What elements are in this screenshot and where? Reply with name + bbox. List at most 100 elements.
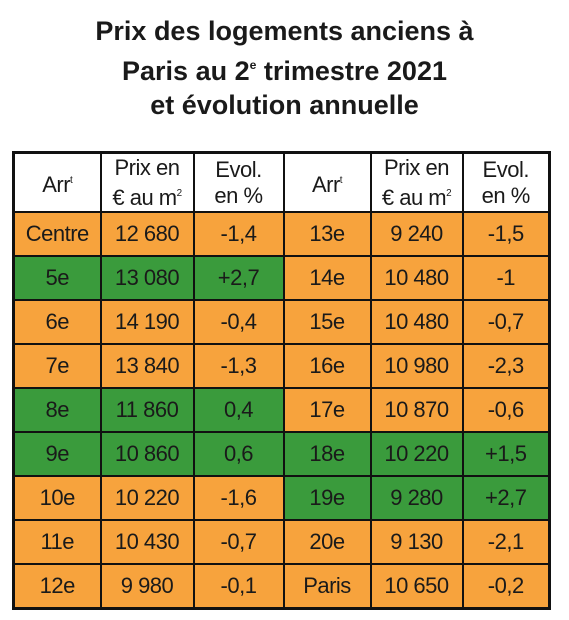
header-text: € au m — [381, 184, 447, 210]
cell: 15e — [282, 299, 372, 345]
cell: +1,5 — [461, 431, 551, 477]
cell: 20e — [282, 519, 372, 565]
row: 6e 14 190 -0,4 15e 10 480 -0,7 — [12, 299, 551, 345]
header-line: € au m2 — [102, 181, 193, 211]
price-table: Arrt Prix en € au m2 Evol. en % Arrt Prix en € … — [12, 151, 551, 610]
cell: -1,4 — [192, 211, 285, 257]
header-line: Evol. — [464, 157, 549, 183]
header-line: Prix en — [372, 155, 462, 181]
header-line: en % — [195, 183, 283, 209]
header-text: en % — [214, 182, 263, 208]
cell: 10 220 — [369, 431, 464, 477]
cell: 10 980 — [369, 343, 464, 389]
title-text: et évolution annuelle — [150, 89, 419, 120]
cell: 10 430 — [99, 519, 195, 565]
cell: 5e — [12, 255, 102, 301]
superscript: t — [70, 174, 73, 186]
header-text: Prix en — [384, 154, 449, 180]
row: Centre 12 680 -1,4 13e 9 240 -1,5 — [12, 211, 551, 257]
cell: 19e — [282, 475, 372, 521]
header-cell: Arrt — [12, 151, 102, 213]
cell: 10 480 — [369, 255, 464, 301]
header-text: en % — [481, 182, 531, 208]
cell: 9e — [12, 431, 102, 477]
header-text: Arr — [311, 171, 340, 197]
header-text: € au m — [112, 184, 177, 210]
title-text: trimestre 2021 — [256, 55, 447, 86]
cell: 11e — [12, 519, 102, 565]
cell: 14 190 — [99, 299, 195, 345]
cell: Centre — [12, 211, 102, 257]
cell: -0,2 — [461, 563, 551, 610]
title: Prix des logements anciens à Paris au 2e … — [0, 14, 569, 122]
cell: 9 980 — [99, 563, 195, 610]
cell: 8e — [12, 387, 102, 433]
cell: -0,4 — [192, 299, 285, 345]
cell: Paris — [282, 563, 372, 610]
row: 5e 13 080 +2,7 14e 10 480 -1 — [12, 255, 551, 301]
header-line: en % — [464, 183, 549, 209]
row: 11e 10 430 -0,7 20e 9 130 -2,1 — [12, 519, 551, 565]
title-line: Paris au 2e trimestre 2021 — [0, 48, 569, 88]
cell: 14e — [282, 255, 372, 301]
cell: 13 840 — [99, 343, 195, 389]
cell: 10 870 — [369, 387, 464, 433]
cell: 12 680 — [99, 211, 195, 257]
row: 12e 9 980 -0,1 Paris 10 650 -0,2 — [12, 563, 551, 610]
header-text: Evol. — [215, 156, 262, 182]
cell: -1,3 — [192, 343, 285, 389]
cell: -1 — [461, 255, 551, 301]
cell: -0,1 — [192, 563, 285, 610]
cell: -0,7 — [192, 519, 285, 565]
title-text: Prix des logements anciens à — [95, 16, 474, 46]
cell: 0,4 — [192, 387, 285, 433]
header-cell: Arrt — [282, 151, 372, 213]
cell: 7e — [12, 343, 102, 389]
cell: 0,6 — [192, 431, 285, 477]
header-text: Evol. — [482, 156, 530, 182]
header-text: Prix en — [114, 154, 180, 180]
header-cell: Evol. en % — [192, 151, 285, 213]
cell: 10 480 — [369, 299, 464, 345]
cell: 6e — [12, 299, 102, 345]
superscript: 2 — [446, 187, 452, 199]
cell: 10 860 — [99, 431, 195, 477]
row: 8e 11 860 0,4 17e 10 870 -0,6 — [12, 387, 551, 433]
header-text: Arr — [42, 171, 71, 197]
cell: 10 220 — [99, 475, 195, 521]
header-line: Evol. — [195, 157, 283, 183]
cell: -0,7 — [461, 299, 551, 345]
cell: 17e — [282, 387, 372, 433]
cell: +2,7 — [192, 255, 285, 301]
header-row: Arrt Prix en € au m2 Evol. en % Arrt Prix en € … — [12, 151, 551, 213]
header-line: Prix en — [102, 155, 193, 181]
title-line: et évolution annuelle — [0, 88, 569, 122]
cell: 13e — [282, 211, 372, 257]
cell: -1,5 — [461, 211, 551, 257]
cell: 10e — [12, 475, 102, 521]
cell: 12e — [12, 563, 102, 610]
superscript: e — [249, 58, 257, 72]
header-line: Arrt — [15, 168, 100, 198]
cell: 9 130 — [369, 519, 464, 565]
title-line: Prix des logements anciens à — [0, 14, 569, 48]
header-cell: Prix en € au m2 — [369, 151, 464, 213]
superscript: t — [339, 174, 343, 186]
cell: 10 650 — [369, 563, 464, 610]
row: 9e 10 860 0,6 18e 10 220 +1,5 — [12, 431, 551, 477]
cell: 18e — [282, 431, 372, 477]
header-line: € au m2 — [372, 181, 462, 211]
cell: +2,7 — [461, 475, 551, 521]
cell: -2,3 — [461, 343, 551, 389]
cell: -2,1 — [461, 519, 551, 565]
title-text: Paris au 2 — [122, 55, 250, 86]
cell: 13 080 — [99, 255, 195, 301]
header-cell: Evol. en % — [461, 151, 551, 213]
header-line: Arrt — [285, 168, 370, 198]
row: 10e 10 220 -1,6 19e 9 280 +2,7 — [12, 475, 551, 521]
header-cell: Prix en € au m2 — [99, 151, 195, 213]
row: 7e 13 840 -1,3 16e 10 980 -2,3 — [12, 343, 551, 389]
cell: 9 280 — [369, 475, 464, 521]
cell: -1,6 — [192, 475, 285, 521]
